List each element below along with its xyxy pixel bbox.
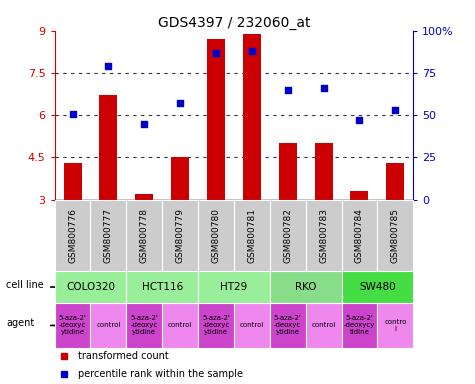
Bar — [378, 200, 413, 271]
Text: control: control — [240, 323, 264, 328]
Bar — [198, 271, 270, 303]
Bar — [306, 303, 342, 348]
Text: GSM800785: GSM800785 — [391, 208, 400, 263]
Text: HT29: HT29 — [220, 282, 247, 292]
Bar — [64, 163, 82, 200]
Bar — [270, 200, 306, 271]
Bar — [342, 271, 413, 303]
Bar — [306, 200, 342, 271]
Point — [212, 50, 220, 56]
Bar — [99, 96, 117, 200]
Text: 5-aza-2'
-deoxyc
ytidine: 5-aza-2' -deoxyc ytidine — [59, 315, 86, 336]
Point — [141, 121, 148, 127]
Text: GSM800780: GSM800780 — [211, 208, 220, 263]
Text: transformed count: transformed count — [78, 351, 169, 361]
Text: SW480: SW480 — [359, 282, 396, 292]
Bar — [55, 271, 126, 303]
Text: contro
l: contro l — [384, 319, 407, 332]
Text: GSM800783: GSM800783 — [319, 208, 328, 263]
Point — [248, 48, 256, 54]
Point — [69, 111, 76, 117]
Text: control: control — [96, 323, 121, 328]
Bar — [386, 163, 404, 200]
Bar — [126, 271, 198, 303]
Bar — [270, 271, 342, 303]
Text: RKO: RKO — [295, 282, 316, 292]
Bar — [342, 303, 378, 348]
Text: percentile rank within the sample: percentile rank within the sample — [78, 369, 243, 379]
Text: agent: agent — [6, 318, 34, 328]
Bar — [351, 191, 369, 200]
Point — [320, 85, 327, 91]
Text: 5-aza-2'
-deoxyc
ytidine: 5-aza-2' -deoxyc ytidine — [131, 315, 158, 336]
Bar — [342, 200, 378, 271]
Bar — [126, 303, 162, 348]
Bar — [91, 303, 126, 348]
Bar — [126, 200, 162, 271]
Text: GSM800776: GSM800776 — [68, 208, 77, 263]
Text: GSM800778: GSM800778 — [140, 208, 149, 263]
Text: GSM800779: GSM800779 — [176, 208, 185, 263]
Bar — [162, 200, 198, 271]
Bar — [314, 143, 332, 200]
Text: COLO320: COLO320 — [66, 282, 115, 292]
Text: HCT116: HCT116 — [142, 282, 183, 292]
Bar — [270, 303, 306, 348]
Bar — [243, 33, 261, 200]
Point — [104, 63, 112, 69]
Bar — [55, 200, 91, 271]
Bar — [198, 303, 234, 348]
Bar — [234, 200, 270, 271]
Bar — [234, 303, 270, 348]
Text: GSM800777: GSM800777 — [104, 208, 113, 263]
Text: control: control — [312, 323, 336, 328]
Bar — [198, 200, 234, 271]
Bar — [378, 303, 413, 348]
Text: control: control — [168, 323, 192, 328]
Text: GSM800781: GSM800781 — [247, 208, 257, 263]
Point — [356, 117, 363, 123]
Bar — [171, 157, 189, 200]
Bar — [279, 143, 297, 200]
Text: GSM800782: GSM800782 — [283, 208, 292, 263]
Bar — [91, 200, 126, 271]
Text: GSM800784: GSM800784 — [355, 208, 364, 263]
Text: cell line: cell line — [6, 280, 44, 290]
Bar — [135, 194, 153, 200]
Bar — [162, 303, 198, 348]
Text: 5-aza-2'
-deoxyc
ytidine: 5-aza-2' -deoxyc ytidine — [274, 315, 302, 336]
Bar — [55, 303, 91, 348]
Bar — [207, 39, 225, 200]
Point — [391, 107, 399, 113]
Point — [176, 100, 184, 106]
Title: GDS4397 / 232060_at: GDS4397 / 232060_at — [158, 16, 310, 30]
Point — [284, 87, 292, 93]
Text: 5-aza-2'
-deoxyc
ytidine: 5-aza-2' -deoxyc ytidine — [202, 315, 230, 336]
Text: 5-aza-2'
-deoxycy
tidine: 5-aza-2' -deoxycy tidine — [344, 315, 375, 336]
